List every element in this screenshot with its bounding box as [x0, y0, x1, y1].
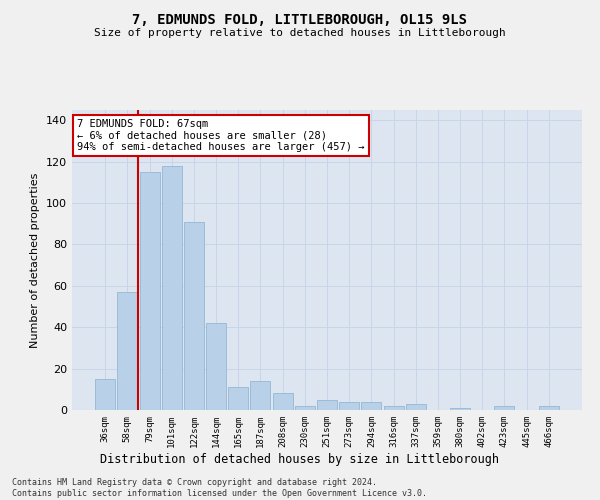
Bar: [162, 166, 182, 410]
Bar: [250, 381, 271, 410]
Bar: [361, 402, 382, 410]
Bar: [184, 222, 204, 410]
Bar: [406, 404, 426, 410]
Bar: [272, 394, 293, 410]
Bar: [494, 406, 514, 410]
Text: Size of property relative to detached houses in Littleborough: Size of property relative to detached ho…: [94, 28, 506, 38]
Bar: [339, 402, 359, 410]
Bar: [228, 387, 248, 410]
Bar: [450, 408, 470, 410]
Y-axis label: Number of detached properties: Number of detached properties: [31, 172, 40, 348]
Text: 7, EDMUNDS FOLD, LITTLEBOROUGH, OL15 9LS: 7, EDMUNDS FOLD, LITTLEBOROUGH, OL15 9LS: [133, 12, 467, 26]
Bar: [317, 400, 337, 410]
Text: Contains HM Land Registry data © Crown copyright and database right 2024.
Contai: Contains HM Land Registry data © Crown c…: [12, 478, 427, 498]
Bar: [118, 292, 137, 410]
Bar: [295, 406, 315, 410]
Bar: [95, 379, 115, 410]
Bar: [539, 406, 559, 410]
Text: 7 EDMUNDS FOLD: 67sqm
← 6% of detached houses are smaller (28)
94% of semi-detac: 7 EDMUNDS FOLD: 67sqm ← 6% of detached h…: [77, 119, 365, 152]
Text: Distribution of detached houses by size in Littleborough: Distribution of detached houses by size …: [101, 452, 499, 466]
Bar: [206, 323, 226, 410]
Bar: [140, 172, 160, 410]
Bar: [383, 406, 404, 410]
